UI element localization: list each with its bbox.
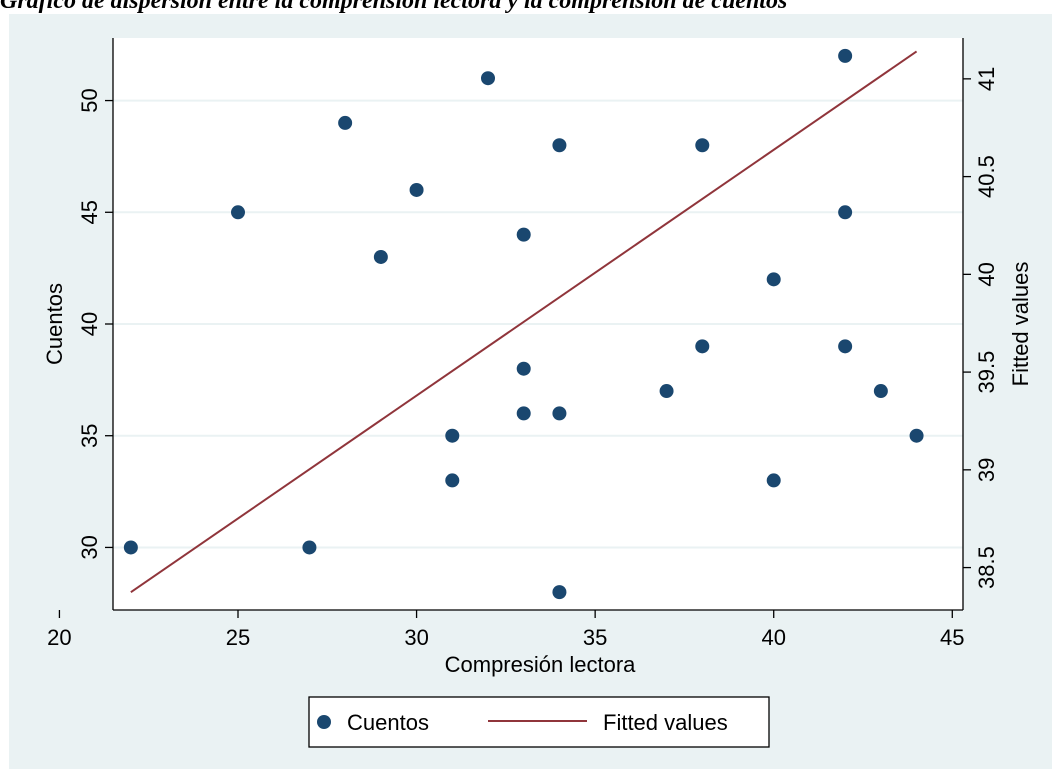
legend-label-cuentos: Cuentos bbox=[347, 710, 429, 735]
y-axis-title: Cuentos bbox=[42, 283, 67, 365]
y2-tick-label: 39.5 bbox=[974, 351, 999, 394]
y-tick-label: 35 bbox=[77, 423, 102, 447]
data-point bbox=[231, 205, 245, 220]
data-point bbox=[123, 540, 138, 555]
data-point bbox=[873, 384, 888, 399]
data-point bbox=[659, 384, 674, 399]
data-point bbox=[552, 138, 567, 153]
data-point bbox=[373, 249, 388, 264]
data-point bbox=[766, 272, 781, 287]
y-tick-label: 30 bbox=[77, 535, 102, 559]
data-point bbox=[516, 406, 531, 421]
data-point bbox=[445, 473, 460, 488]
data-point bbox=[516, 227, 531, 242]
x-tick-label: 40 bbox=[761, 625, 785, 650]
x-tick-label: 45 bbox=[940, 625, 964, 650]
fitted-line-group bbox=[130, 50, 918, 594]
data-point bbox=[909, 428, 924, 443]
legend-marker-cuentos bbox=[317, 715, 331, 729]
x-axis-title: Compresión lectora bbox=[445, 652, 637, 677]
data-point bbox=[838, 48, 853, 63]
figure-caption: Gráfico de dispersión entre la comprensi… bbox=[0, 0, 788, 14]
data-point bbox=[302, 540, 317, 555]
tick-labels: 20 25 30 35 40 45 30 35 40 45 50 38.5 39 39.5 40 40.5 41 bbox=[47, 67, 999, 650]
y-tick-label: 50 bbox=[77, 88, 102, 112]
y2-tick-label: 40 bbox=[974, 262, 999, 286]
data-point bbox=[481, 71, 495, 86]
data-point bbox=[409, 182, 424, 197]
y2-tick-label: 41 bbox=[974, 67, 999, 91]
data-point bbox=[552, 585, 567, 600]
y2-tick-label: 40.5 bbox=[974, 155, 999, 198]
x-tick-label: 30 bbox=[404, 625, 428, 650]
y2-axis-title: Fitted values bbox=[1008, 262, 1033, 387]
data-point bbox=[338, 115, 353, 130]
scatter-points bbox=[123, 48, 924, 600]
data-point bbox=[766, 473, 781, 488]
legend: Cuentos Fitted values bbox=[308, 696, 770, 748]
data-point bbox=[445, 428, 460, 443]
y2-tick-label: 39 bbox=[974, 458, 999, 482]
axes bbox=[58, 38, 971, 618]
x-tick-label: 35 bbox=[583, 625, 607, 650]
fitted-values-line bbox=[130, 50, 918, 594]
y2-tick-label: 38.5 bbox=[974, 546, 999, 589]
x-tick-label: 25 bbox=[226, 625, 250, 650]
y-tick-label: 40 bbox=[77, 312, 102, 336]
data-point bbox=[838, 339, 853, 354]
data-point bbox=[552, 406, 567, 421]
legend-label-fitted: Fitted values bbox=[603, 710, 728, 735]
data-point bbox=[695, 138, 710, 153]
y-tick-label: 45 bbox=[77, 200, 102, 224]
data-point bbox=[838, 205, 853, 220]
data-point bbox=[695, 339, 710, 354]
data-point bbox=[516, 361, 531, 376]
gridlines bbox=[113, 99, 963, 549]
x-tick-label: 20 bbox=[47, 625, 71, 650]
